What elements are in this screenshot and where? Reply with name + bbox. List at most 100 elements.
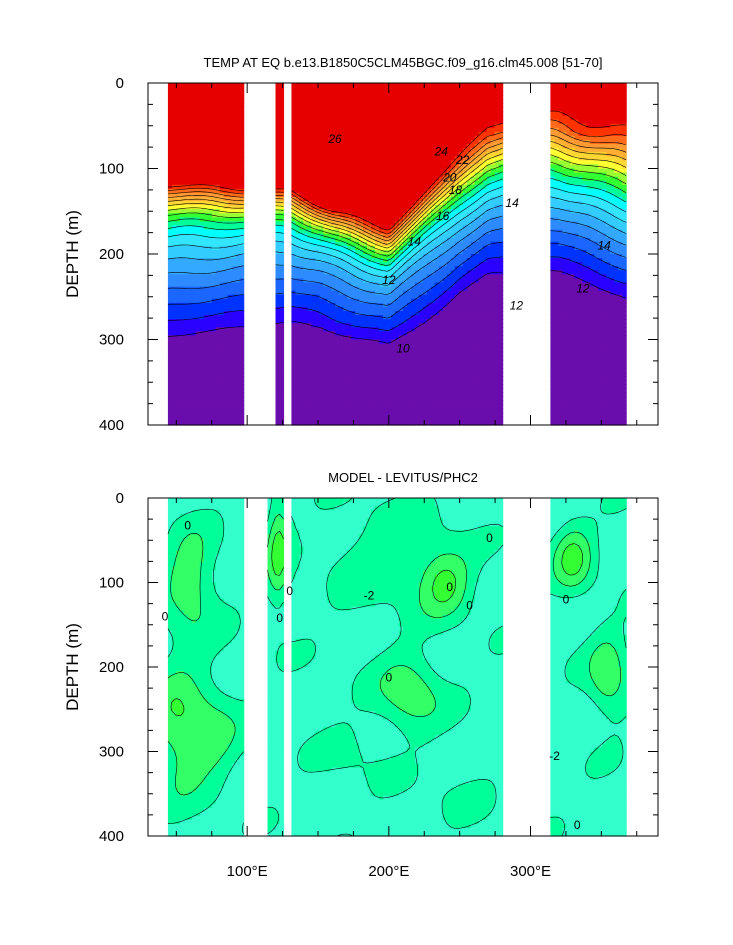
contour-cell (367, 266, 372, 271)
contour-cell (215, 254, 221, 259)
contour-cell (339, 140, 344, 145)
contour-cell (462, 262, 468, 267)
contour-cell (590, 278, 595, 284)
contour-cell (391, 160, 396, 166)
contour-cell (179, 168, 185, 174)
contour-cell (418, 298, 424, 304)
contour-cell (387, 278, 392, 284)
contour-cell (299, 111, 304, 117)
contour-cell (482, 197, 488, 202)
contour-cell (582, 192, 587, 198)
contour-cell (175, 241, 181, 247)
contour-cell (295, 83, 301, 88)
contour-cell (299, 95, 304, 100)
contour-cell (430, 184, 436, 190)
contour-cell (454, 197, 460, 202)
contour-cell (231, 91, 237, 96)
contour-cell (311, 188, 316, 194)
contour-cell (383, 298, 388, 304)
contour-cell (554, 286, 559, 292)
contour-cell (430, 123, 436, 129)
contour-cell (578, 266, 583, 271)
contour-cell (490, 135, 496, 141)
contour-cell (231, 99, 237, 104)
contour-cell (315, 245, 320, 251)
contour-cell (347, 245, 352, 251)
contour-cell (275, 282, 281, 288)
contour-cell (231, 127, 237, 133)
contour-cell (486, 87, 492, 92)
contour-cell (442, 103, 448, 109)
contour-cell (299, 229, 304, 235)
contour-cell (458, 184, 464, 190)
contour-cell (279, 87, 285, 92)
contour-cell (490, 241, 496, 247)
contour-cell (466, 254, 472, 259)
contour-cell (614, 258, 619, 263)
contour-cell (187, 262, 193, 267)
contour-cell (446, 286, 452, 292)
contour-cell (275, 172, 281, 178)
contour-cell (466, 233, 472, 239)
contour-cell (379, 233, 384, 239)
contour-cell (490, 184, 496, 190)
contour-cell (295, 127, 301, 133)
contour-cell (391, 156, 396, 161)
contour-cell (618, 127, 623, 133)
contour-cell (446, 184, 452, 190)
contour-cell (462, 233, 468, 239)
contour-cell (490, 156, 496, 161)
contour-cell (570, 270, 575, 275)
contour-cell (574, 180, 579, 186)
contour-cell (395, 127, 400, 133)
contour-cell (450, 286, 456, 292)
contour-cell (295, 282, 301, 288)
contour-cell (327, 103, 332, 109)
contour-cell (375, 127, 380, 133)
contour-cell (387, 249, 392, 255)
contour-cell (606, 127, 611, 133)
contour-cell (562, 221, 567, 227)
contour-cell (418, 229, 424, 235)
contour-cell (403, 107, 408, 113)
contour-cell (339, 131, 344, 137)
contour-cell (223, 87, 229, 92)
contour-cell (426, 99, 432, 104)
contour-cell (614, 99, 619, 104)
contour-cell (466, 131, 472, 137)
contour-cell (554, 278, 559, 284)
contour-cell (219, 282, 225, 288)
contour-cell (291, 213, 297, 218)
contour-cell (275, 262, 281, 267)
contour-cell (606, 278, 611, 284)
contour-cell (562, 103, 567, 109)
contour-cell (383, 83, 388, 88)
contour-cell (279, 258, 285, 263)
contour-cell (574, 294, 579, 300)
contour-cell (410, 115, 416, 121)
contour-cell (474, 294, 480, 300)
contour-cell (426, 144, 432, 149)
contour-cell (622, 270, 627, 275)
contour-cell (363, 123, 368, 129)
contour-cell (558, 266, 563, 271)
contour-cell (375, 266, 380, 271)
contour-cell (387, 192, 392, 198)
contour-cell (462, 176, 468, 182)
contour-cell (582, 131, 587, 137)
contour-cell (355, 278, 360, 284)
contour-cell (606, 201, 611, 206)
contour-cell (562, 95, 567, 100)
contour-cell (554, 249, 559, 255)
contour-cell (622, 241, 627, 247)
contour-cell (223, 180, 229, 186)
contour-cell (470, 282, 476, 288)
contour-cell (490, 282, 496, 288)
contour-cell (474, 95, 480, 100)
contour-cell (355, 241, 360, 247)
contour-cell (586, 217, 591, 223)
contour-cell (339, 103, 344, 109)
contour-cell (231, 184, 237, 190)
contour-cell (395, 217, 400, 223)
